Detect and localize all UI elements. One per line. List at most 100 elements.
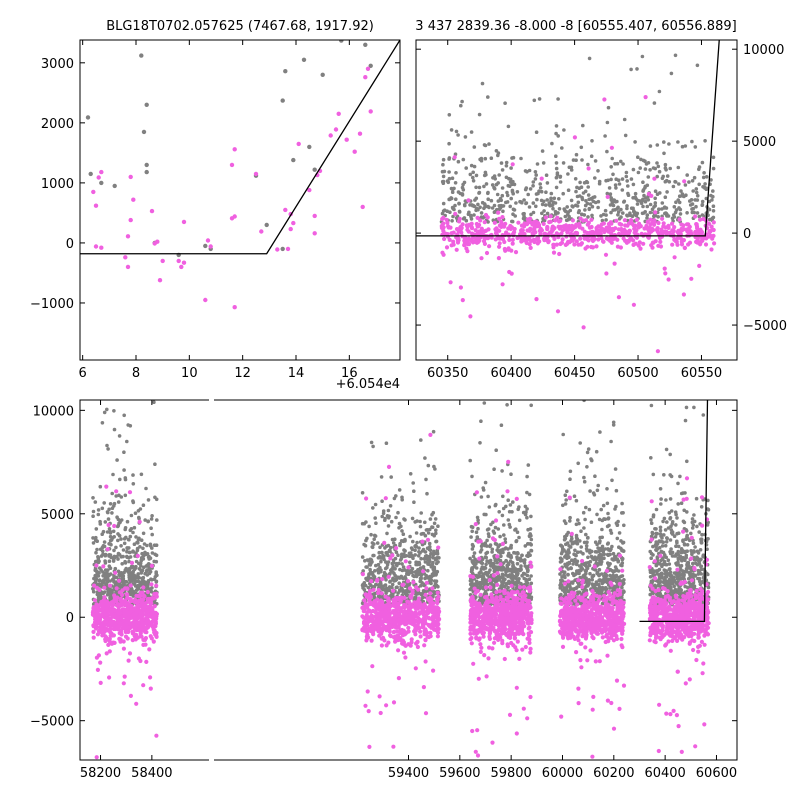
raw-flux-point [474,185,478,190]
raw-flux-point [426,463,431,468]
raw-flux-point [620,188,625,192]
raw-flux-point [609,165,613,169]
raw-flux-point [108,534,113,539]
raw-flux-point [509,393,513,397]
detrended-flux-point [423,659,428,664]
detrended-flux-point [132,626,137,631]
raw-flux-point [379,475,384,479]
detrended-flux-point [422,643,427,648]
detrended-flux-point [408,643,413,648]
detrended-flux-point [662,266,667,271]
detrended-flux-point [404,630,409,635]
detrended-flux-point [448,280,453,285]
raw-flux-point [146,498,151,502]
raw-flux-point [134,559,139,564]
detrended-flux-point [416,620,421,625]
raw-flux-point [536,191,540,196]
raw-flux-point [506,124,511,129]
detrended-flux-point [528,694,533,700]
raw-flux-point [613,200,618,204]
raw-flux-point [473,557,477,561]
raw-flux-point [460,99,464,104]
raw-flux-point [102,540,107,544]
detrended-flux-point [631,302,637,307]
detrended-flux-point [497,244,502,249]
raw-flux-point [480,561,485,566]
raw-flux-point [474,579,479,584]
raw-flux-point [648,168,652,172]
raw-flux-point [663,166,668,170]
raw-flux-point [586,193,591,197]
raw-flux-point [635,198,640,203]
raw-flux-point [643,199,648,204]
detrended-flux-point [543,234,548,239]
raw-flux-point [711,204,716,208]
raw-flux-point [382,570,387,575]
detrended-flux-point [534,297,539,302]
raw-flux-point [554,185,559,190]
raw-flux-point [593,176,597,180]
raw-flux-point [433,467,437,471]
raw-flux-point [629,67,633,72]
raw-flux-point [100,549,105,553]
raw-flux-point [569,198,574,203]
raw-flux-point [624,174,629,179]
full-plot-area [90,393,711,760]
raw-flux-point [500,168,505,172]
detrended-flux-point [384,628,389,633]
raw-flux-point [692,175,697,180]
raw-flux-point [469,535,473,539]
raw-flux-point [600,218,605,223]
detrended-flux-point [500,215,505,220]
raw-flux-point [462,180,467,185]
raw-flux-point [94,579,98,583]
raw-flux-point [397,581,402,585]
zoom-data-point [123,255,128,260]
raw-flux-point [690,210,695,215]
raw-flux-point [432,565,437,570]
detrended-flux-point [435,590,440,595]
detrended-flux-point [579,241,585,246]
detrended-flux-point [391,700,397,705]
detrended-flux-point [606,229,611,234]
raw-flux-point [497,578,502,582]
raw-flux-point [417,546,421,550]
raw-flux-point [665,190,669,194]
raw-flux-point [491,529,496,533]
raw-flux-point [501,494,505,499]
raw-flux-point [108,579,112,583]
detrended-flux-point [565,241,570,246]
raw-flux-point [385,514,390,518]
detrended-flux-point [644,226,649,231]
detrended-flux-point [479,226,484,231]
raw-flux-point [434,528,438,532]
detrended-flux-point [446,224,451,229]
detrended-flux-point [154,633,159,638]
raw-flux-point [561,161,566,165]
raw-flux-point [421,595,425,600]
raw-flux-point [154,580,159,584]
detrended-flux-point [363,601,368,606]
raw-flux-point [419,438,423,442]
detrended-flux-point [102,585,107,590]
raw-flux-point [423,456,427,460]
raw-flux-point [141,575,146,580]
raw-flux-point [145,552,150,556]
raw-flux-point [506,518,511,522]
raw-flux-point [477,185,482,190]
raw-flux-point [497,510,502,514]
detrended-flux-point [486,656,491,661]
raw-flux-point [450,190,455,194]
detrended-flux-point [687,240,693,245]
raw-flux-point [102,410,107,415]
zoom-model-line [80,40,400,255]
detrended-flux-point [422,632,427,637]
raw-flux-point [390,582,395,587]
raw-flux-point [623,133,628,138]
detrended-flux-point [414,641,419,646]
raw-flux-point [489,522,493,527]
raw-flux-point [446,180,451,185]
raw-flux-point [660,201,665,205]
raw-flux-point [590,139,594,143]
raw-flux-point [153,495,157,500]
